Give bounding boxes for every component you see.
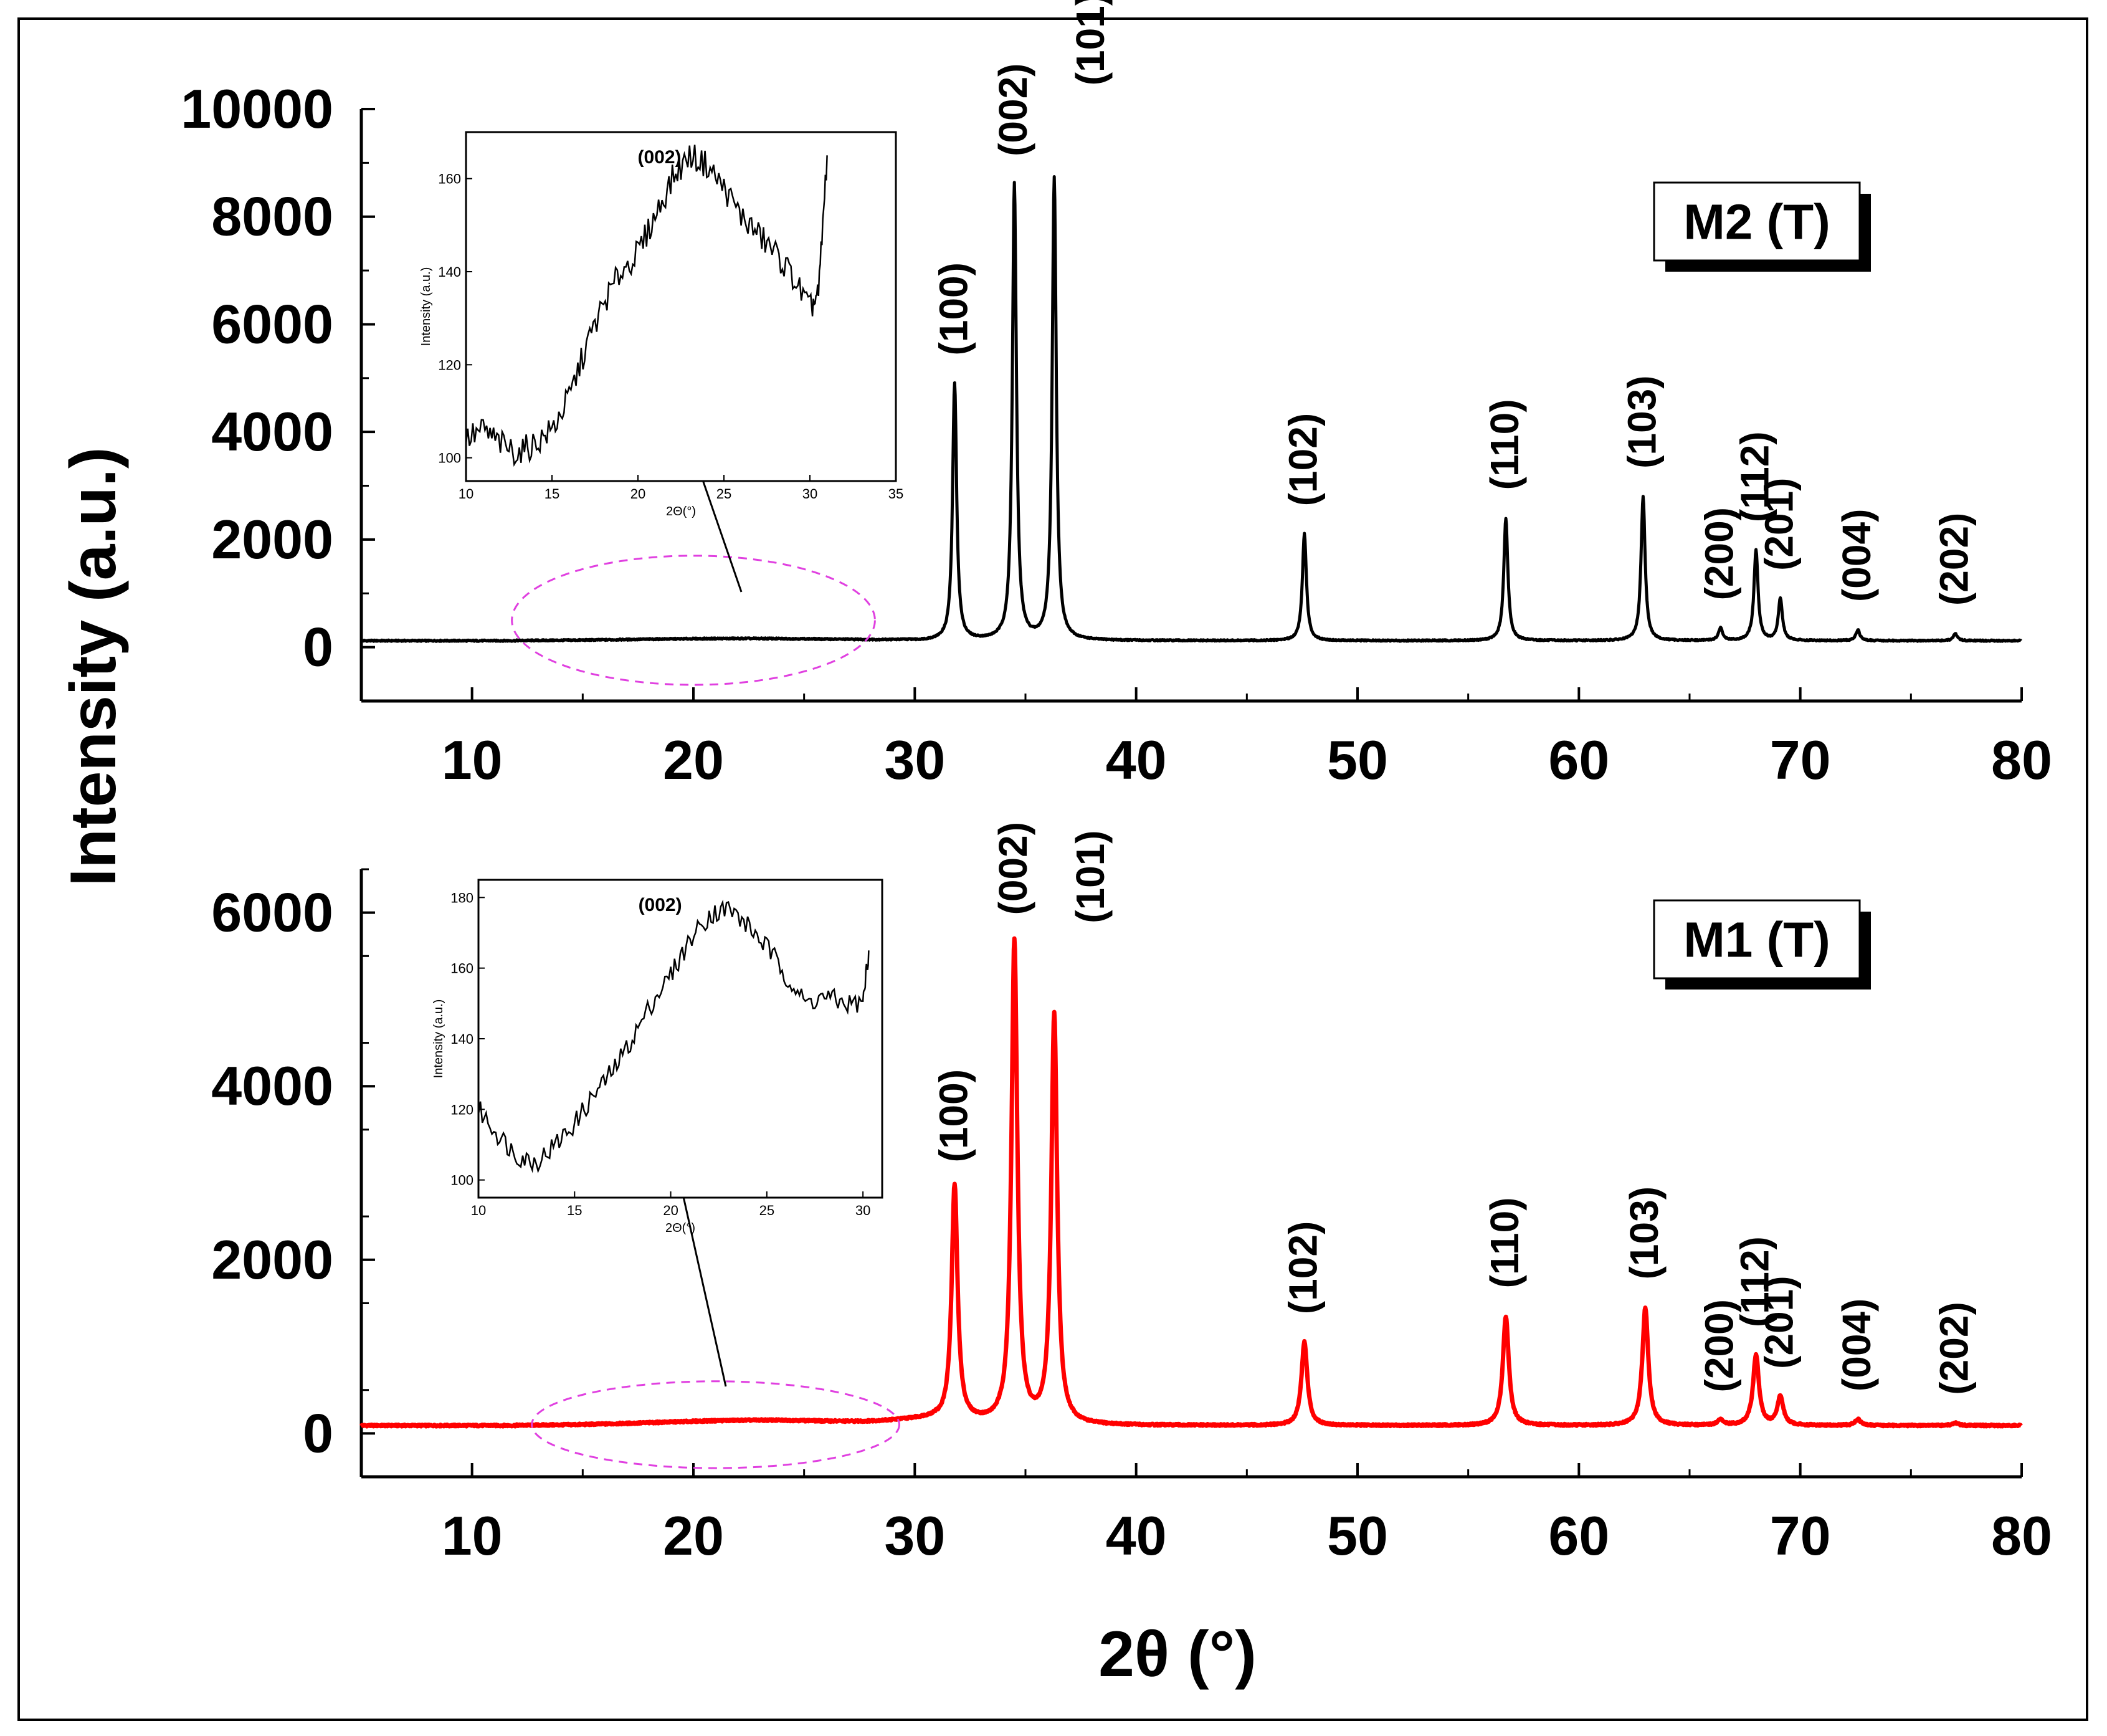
- m1-x-tick-label: 30: [884, 1505, 945, 1567]
- m1-inset-ylabel: Intensity (a.u.): [432, 999, 445, 1079]
- m2-inset-x-tick-label: 25: [716, 486, 731, 502]
- m2-peak-label: (103): [1619, 375, 1664, 468]
- m1-inset-y-tick-label: 140: [450, 1031, 473, 1047]
- m1-peak-label: (202): [1931, 1302, 1976, 1395]
- m1-x-tick-label: 80: [1991, 1505, 2052, 1567]
- m2-x-tick-label: 70: [1770, 729, 1831, 791]
- m2-x-tick-label: 30: [884, 729, 945, 791]
- m2-y-tick-label: 0: [303, 616, 333, 678]
- m2-y-tick-label: 6000: [211, 293, 333, 355]
- m2-peak-label: (112): [1733, 431, 1777, 522]
- m2-peak-label: (101): [1068, 0, 1113, 85]
- m2-x-tick-label: 40: [1106, 729, 1167, 791]
- m1-y-tick-label: 0: [303, 1402, 333, 1464]
- m2-y-tick-label: 4000: [211, 401, 333, 462]
- m2-inset-ylabel: Intensity (a.u.): [419, 267, 433, 346]
- m2-y-tick-label: 10000: [181, 78, 333, 140]
- m1-x-tick-label: 40: [1106, 1505, 1167, 1567]
- m2-inset-x-tick-label: 35: [888, 486, 903, 502]
- m1-y-tick-label: 2000: [211, 1229, 333, 1290]
- m1-inset-title: (002): [639, 895, 682, 915]
- m2-peak-label: (110): [1482, 399, 1527, 490]
- m1-x-tick-label: 70: [1770, 1505, 1831, 1567]
- m1-inset-y-tick-label: 160: [450, 961, 473, 976]
- m1-y-tick-label: 4000: [211, 1055, 333, 1117]
- m2-peak-label: (002): [991, 64, 1035, 156]
- m1-highlight-ellipse: [531, 1380, 900, 1469]
- m2-inset-x-tick-label: 20: [630, 486, 645, 502]
- m2-peak-label: (202): [1931, 513, 1976, 606]
- m1-x-tick-label: 20: [663, 1505, 724, 1567]
- m1-inset-x-tick-label: 15: [567, 1203, 582, 1218]
- m2-highlight-ellipse: [511, 555, 876, 686]
- m1-sample-label: M1 (T): [1683, 912, 1830, 968]
- m1-inset-trace: [477, 899, 870, 1173]
- m2-trace: [359, 175, 2022, 643]
- m1-peak-label: (004): [1834, 1299, 1879, 1391]
- m1-inset-x-tick-label: 30: [855, 1203, 870, 1218]
- m2-x-tick-label: 60: [1548, 729, 1609, 791]
- m2-peak-label: (201): [1757, 478, 1802, 571]
- m2-peak-label: (100): [931, 262, 976, 355]
- m1-inset-frame: [477, 879, 883, 1199]
- m1-peak-label: (110): [1482, 1197, 1527, 1288]
- m1-x-tick-label: 10: [442, 1505, 503, 1567]
- m1-peak-label: (101): [1068, 830, 1113, 923]
- m2-inset-y-tick-label: 120: [438, 357, 461, 373]
- m2-inset-x-tick-label: 10: [459, 486, 473, 502]
- m2-inset-y-tick-label: 100: [438, 451, 461, 466]
- m2-peak-label: (102): [1281, 413, 1326, 506]
- m1-x-tick-label: 50: [1327, 1505, 1388, 1567]
- m2-inset-x-tick-label: 30: [802, 486, 817, 502]
- m1-y-tick-label: 6000: [211, 882, 333, 943]
- m1-inset-y-tick-label: 120: [450, 1102, 473, 1117]
- m2-peak-label: (200): [1697, 507, 1742, 600]
- m2-x-tick-label: 10: [442, 729, 503, 791]
- m2-inset-frame: [465, 131, 897, 482]
- m1-inset-x-tick-label: 25: [759, 1203, 774, 1218]
- m2-peak-label: (004): [1834, 509, 1879, 602]
- m2-inset-trace: [465, 145, 828, 467]
- m1-badge-box: [1653, 899, 1861, 980]
- m1-peak-label: (112): [1733, 1236, 1777, 1327]
- m1-inset-x-tick-label: 10: [471, 1203, 486, 1218]
- m1-peak-label: (002): [991, 822, 1035, 915]
- m1-inset-x-tick-label: 20: [663, 1203, 678, 1218]
- m2-inset-x-tick-label: 15: [545, 486, 559, 502]
- panel-m2: 0 2000 4000 6000 8000 10000 10 20 30 40 50 60 70 80 (1…: [181, 0, 2052, 791]
- m2-sample-label: M2 (T): [1683, 194, 1830, 250]
- m1-peak-label: (100): [931, 1069, 976, 1162]
- m2-x-tick-label: 20: [663, 729, 724, 791]
- m2-inset-y-tick-label: 160: [438, 171, 461, 187]
- m1-peak-label: (103): [1622, 1186, 1667, 1279]
- m1-inset-y-tick-label: 180: [450, 890, 473, 905]
- m2-x-tick-label: 50: [1327, 729, 1388, 791]
- y-axis-title: Intensity (a.u.): [57, 447, 130, 887]
- m1-peak-label: (102): [1281, 1221, 1326, 1314]
- m1-inset-xlabel: 2Θ(°): [665, 1221, 695, 1235]
- m2-y-tick-label: 2000: [211, 508, 333, 570]
- panel-m1: 0 2000 4000 6000 10 20 30 40 50 60 70 80 (100) (002) (…: [211, 822, 2052, 1567]
- m1-trace: [359, 936, 2023, 1429]
- m2-badge-box: [1653, 181, 1861, 262]
- x-axis-title: 2θ (°): [1098, 1618, 1257, 1691]
- m2-inset-y-tick-label: 140: [438, 264, 461, 280]
- m2-y-tick-label: 8000: [211, 186, 333, 247]
- m2-x-tick-label: 80: [1991, 729, 2052, 791]
- m1-x-tick-label: 60: [1548, 1505, 1609, 1567]
- m2-inset-xlabel: 2Θ(°): [666, 505, 696, 518]
- m1-peak-label: (200): [1697, 1299, 1742, 1392]
- m2-inset-title: (002): [637, 147, 681, 168]
- m1-inset-y-tick-label: 100: [450, 1173, 473, 1188]
- m1-peak-label: (201): [1757, 1276, 1802, 1368]
